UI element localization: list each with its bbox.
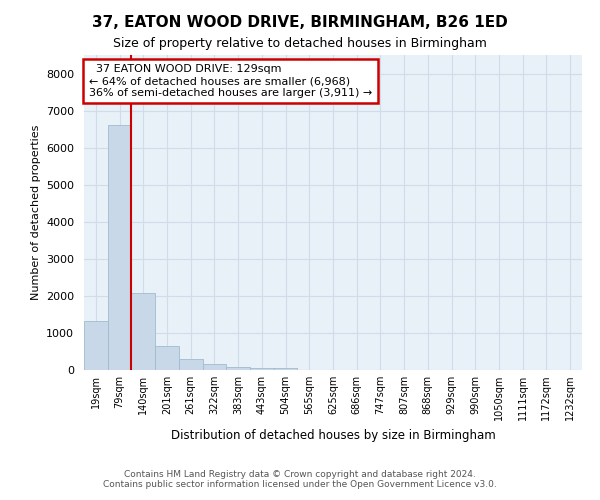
Bar bbox=[203, 364, 226, 370]
X-axis label: Distribution of detached houses by size in Birmingham: Distribution of detached houses by size … bbox=[170, 428, 496, 442]
Text: Size of property relative to detached houses in Birmingham: Size of property relative to detached ho… bbox=[113, 38, 487, 51]
Bar bbox=[108, 126, 131, 370]
Bar bbox=[131, 293, 155, 370]
Text: Contains HM Land Registry data © Crown copyright and database right 2024.
Contai: Contains HM Land Registry data © Crown c… bbox=[103, 470, 497, 489]
Bar bbox=[155, 346, 179, 370]
Text: 37 EATON WOOD DRIVE: 129sqm
← 64% of detached houses are smaller (6,968)
36% of : 37 EATON WOOD DRIVE: 129sqm ← 64% of det… bbox=[89, 64, 372, 98]
Bar bbox=[250, 368, 274, 370]
Text: 37, EATON WOOD DRIVE, BIRMINGHAM, B26 1ED: 37, EATON WOOD DRIVE, BIRMINGHAM, B26 1E… bbox=[92, 15, 508, 30]
Bar bbox=[226, 366, 250, 370]
Bar bbox=[274, 368, 298, 370]
Y-axis label: Number of detached properties: Number of detached properties bbox=[31, 125, 41, 300]
Bar bbox=[179, 359, 203, 370]
Bar bbox=[84, 321, 108, 370]
